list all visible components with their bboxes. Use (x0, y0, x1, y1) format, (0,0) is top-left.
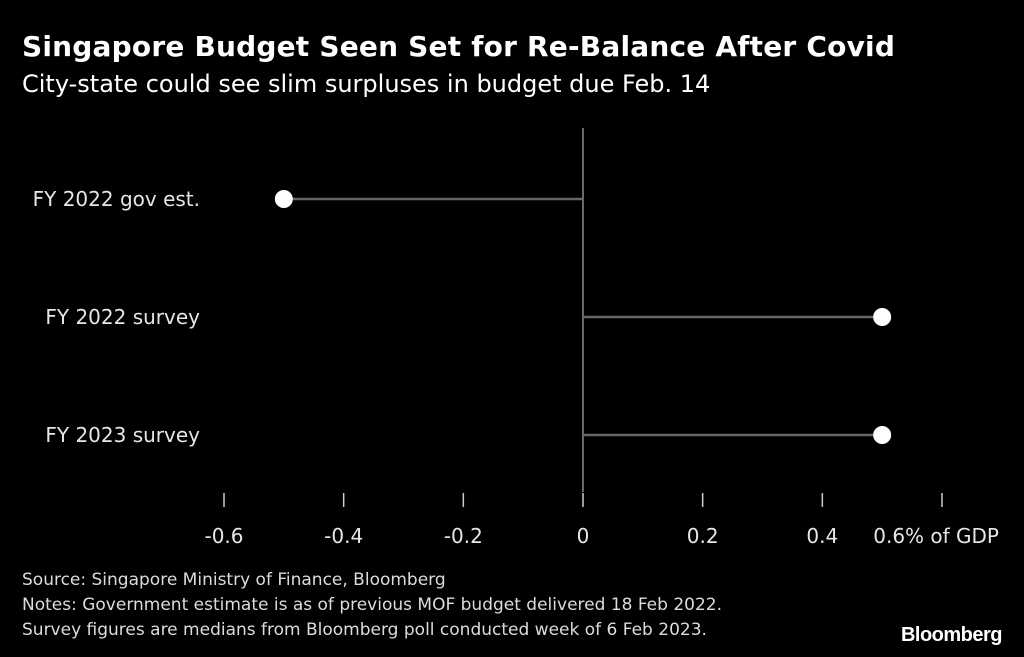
data-point (873, 426, 892, 444)
bloomberg-logo: Bloomberg (900, 624, 1003, 646)
data-point (274, 190, 293, 208)
notes-line-2: Survey figures are medians from Bloomber… (22, 620, 707, 640)
dot-chart: FY 2022 gov est. FY 2022 survey FY 2023 su… (33, 128, 999, 548)
chart-subtitle: City-state could see slim surpluses in b… (22, 70, 711, 98)
category-label: FY 2023 survey (45, 423, 200, 447)
x-tick-label: -0.6 (204, 524, 243, 548)
source-note: Source: Singapore Ministry of Finance, B… (22, 570, 446, 590)
x-tick-label: 0.6% of GDP (873, 524, 999, 548)
chart-title: Singapore Budget Seen Set for Re-Balance… (22, 30, 896, 63)
notes-line-1: Notes: Government estimate is as of prev… (22, 595, 722, 615)
x-tick-label: 0.4 (806, 524, 838, 548)
category-label: FY 2022 gov est. (33, 187, 200, 211)
data-point (873, 308, 892, 326)
category-label: FY 2022 survey (45, 305, 200, 329)
chart-notes: Source: Singapore Ministry of Finance, B… (22, 568, 722, 643)
x-tick-label: 0.2 (687, 524, 719, 548)
x-tick-label: 0 (577, 524, 590, 548)
x-tick-label: -0.2 (444, 524, 483, 548)
x-tick-label: -0.4 (324, 524, 363, 548)
